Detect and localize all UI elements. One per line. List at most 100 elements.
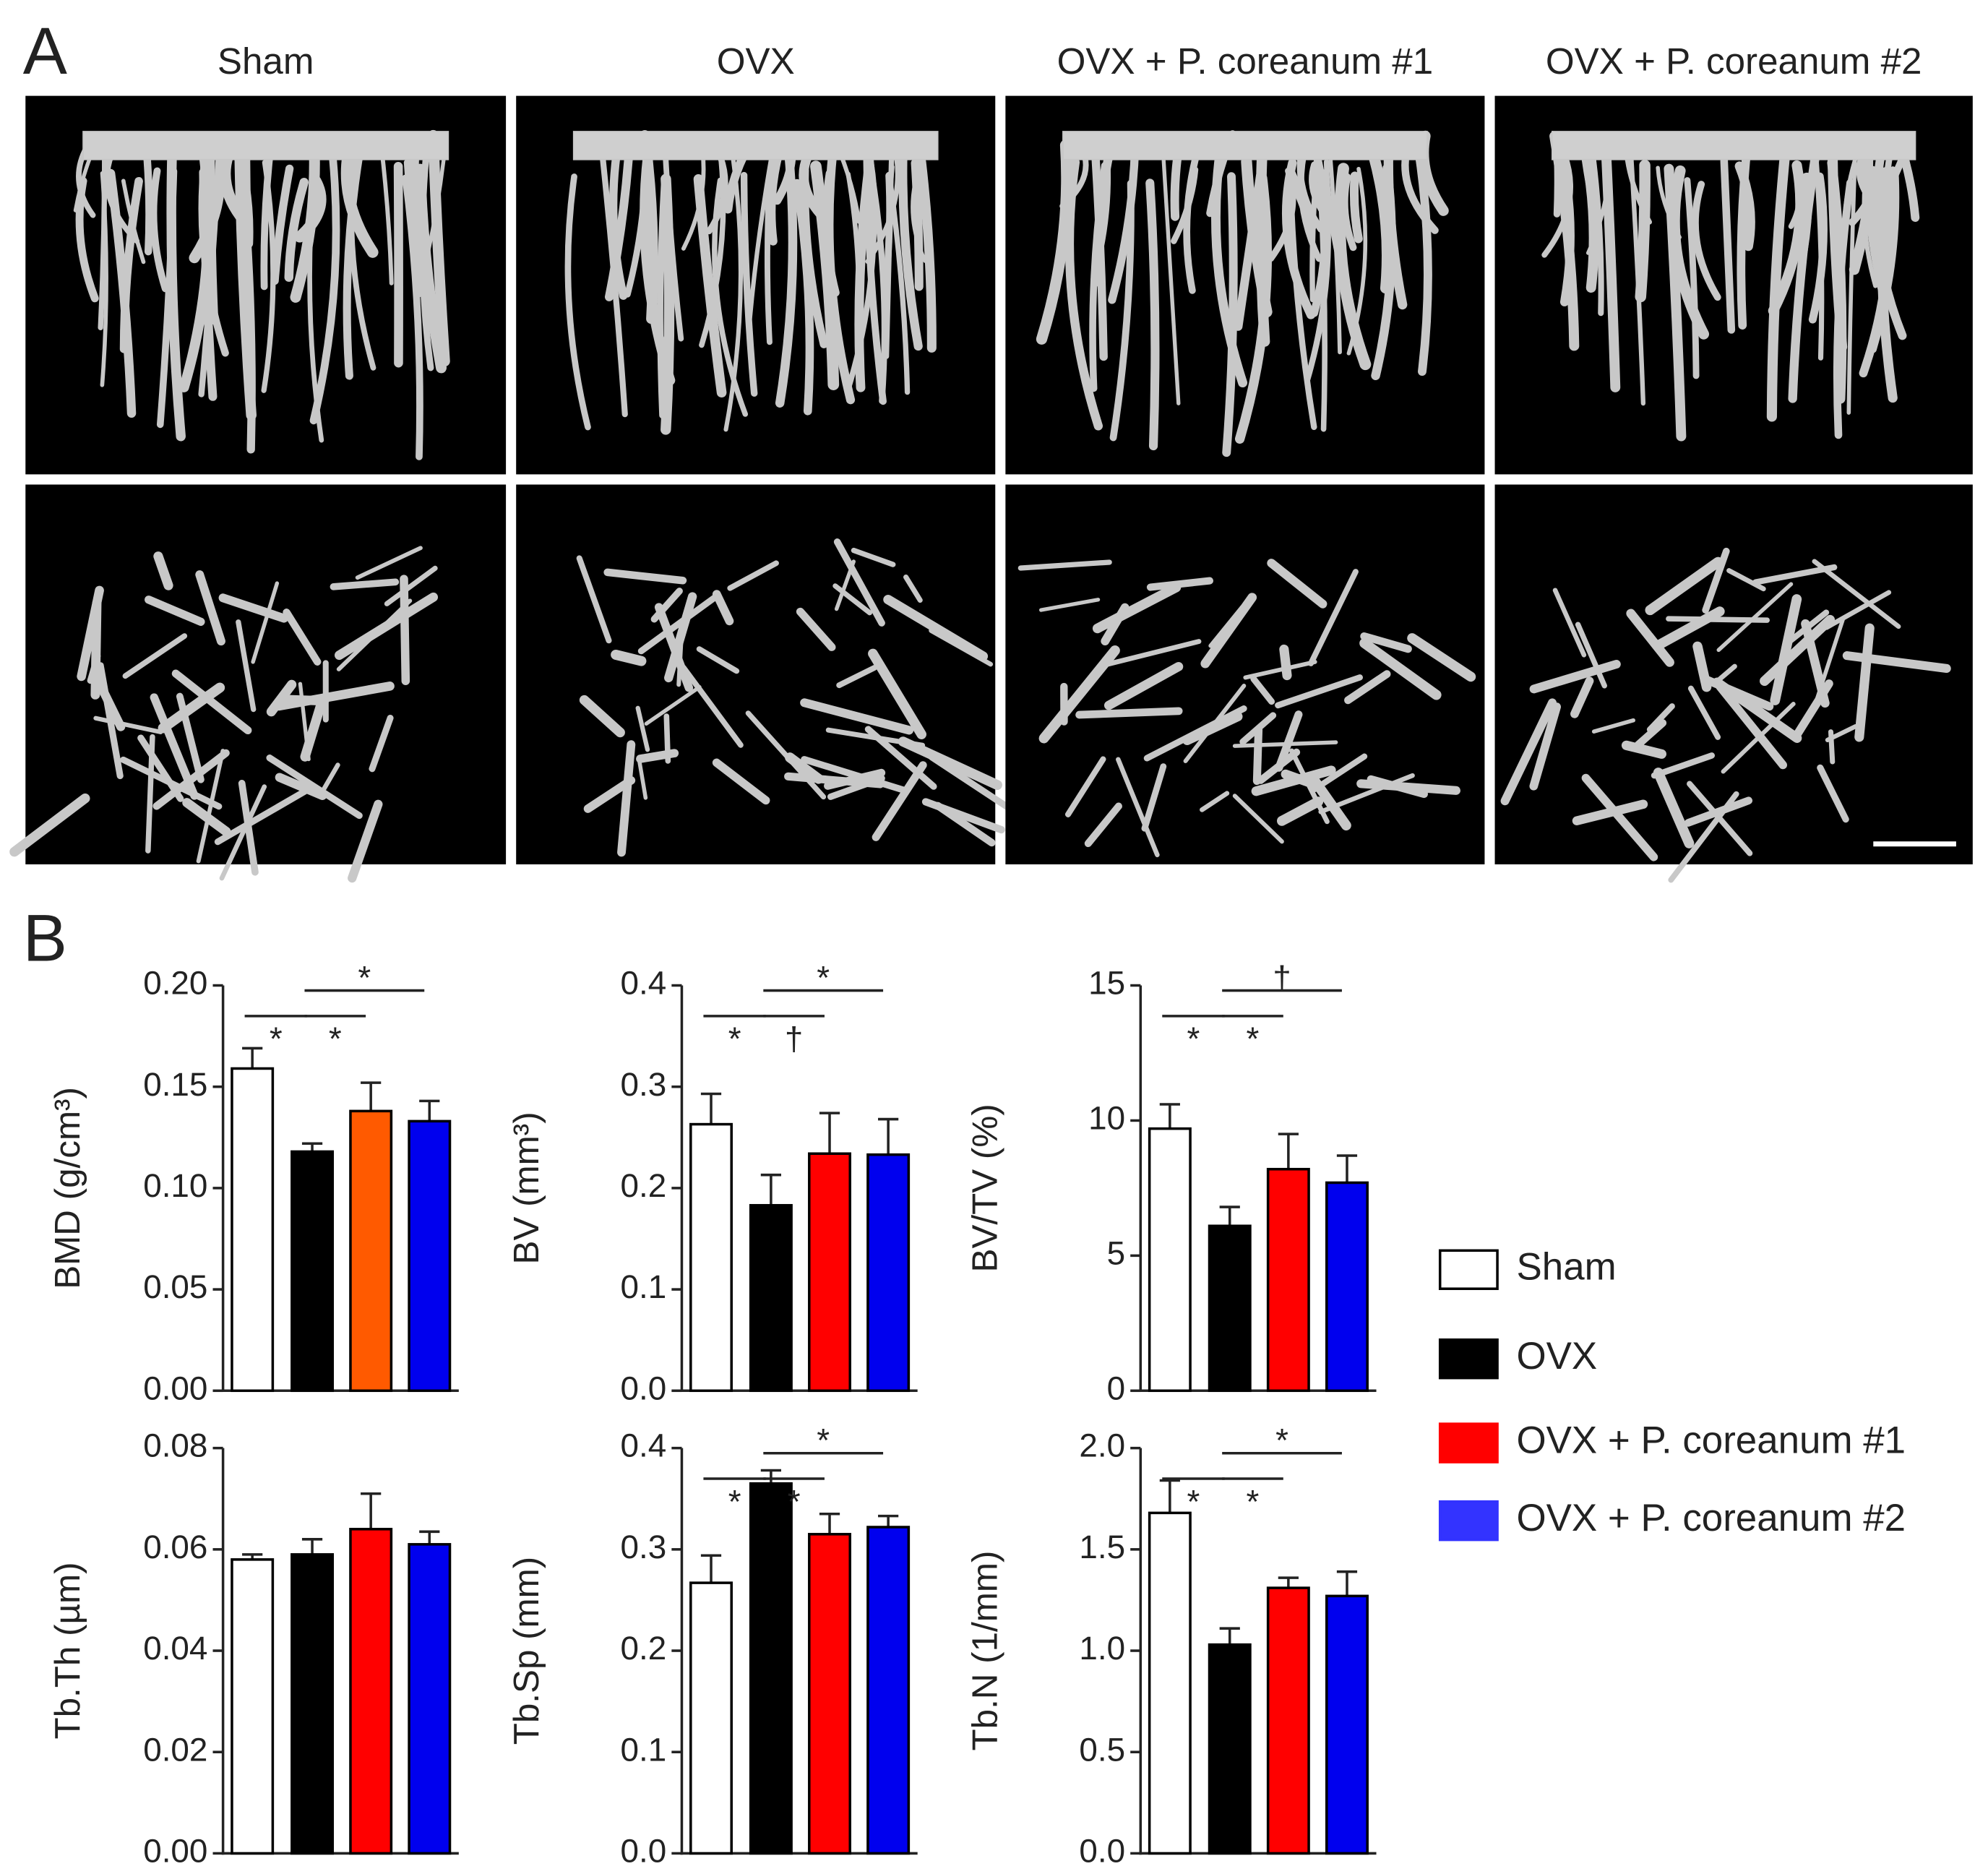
- legend-label: OVX: [1517, 1335, 1598, 1377]
- trabecula: [152, 749, 230, 810]
- trabecula: [1635, 160, 1651, 303]
- trabecula: [1849, 167, 1880, 226]
- trabecula: [834, 559, 856, 611]
- y-tick-label: 0.0: [1079, 1832, 1125, 1870]
- trabecula: [723, 156, 744, 432]
- trabecula: [1075, 707, 1183, 719]
- bone-render: [1017, 559, 1476, 858]
- legend-swatch: [1438, 1338, 1499, 1380]
- panel-label: A: [23, 14, 67, 88]
- trabecula: [219, 784, 267, 881]
- legend-swatch: [1438, 1500, 1499, 1542]
- trabecula: [1250, 675, 1275, 705]
- trabecula: [579, 695, 625, 738]
- trabecula: [270, 164, 294, 285]
- trabecula: [1116, 757, 1160, 858]
- trabecula: [851, 547, 896, 567]
- trabecula: [1652, 606, 1725, 651]
- trabecula: [1200, 593, 1257, 669]
- y-tick-label: 0.2: [621, 1629, 667, 1667]
- bar: [291, 1553, 335, 1855]
- trabecula: [1239, 712, 1277, 745]
- trabecula: [1575, 622, 1607, 689]
- y-tick-label: 0: [1107, 1369, 1126, 1406]
- trabecula: [282, 695, 330, 706]
- bone-plate: [1552, 131, 1916, 160]
- bar: [1208, 1643, 1252, 1855]
- trabecula: [1200, 791, 1230, 812]
- bone-plate: [82, 131, 449, 160]
- trabecula: [1103, 661, 1184, 710]
- trabecula: [1334, 163, 1372, 371]
- trabecula: [1161, 158, 1181, 405]
- trabecula: [1279, 644, 1292, 681]
- trabecula: [1318, 773, 1415, 814]
- trabecula: [343, 148, 364, 380]
- panel-label: B: [23, 902, 67, 976]
- trabecula: [1552, 588, 1587, 658]
- legend-label: OVX + P. coreanum #2: [1517, 1497, 1906, 1539]
- trabecula: [176, 692, 205, 783]
- y-tick-label: 0.05: [143, 1268, 207, 1305]
- trabecula: [403, 159, 423, 298]
- y-tick-label: 0.5: [1079, 1730, 1125, 1768]
- bar: [689, 1581, 733, 1855]
- trabecula: [822, 169, 840, 297]
- trabecula: [428, 129, 450, 367]
- trabecula: [1310, 776, 1351, 831]
- trabecula: [644, 684, 702, 726]
- legend-label: OVX + P. coreanum #1: [1517, 1419, 1906, 1462]
- trabecula: [1146, 577, 1214, 591]
- trabecula: [266, 755, 363, 820]
- trabecula: [872, 761, 927, 841]
- trabecula: [637, 593, 720, 655]
- trabecula: [384, 565, 438, 606]
- trabecula: [617, 740, 636, 857]
- bone-render: [73, 129, 450, 460]
- trabecula: [1257, 748, 1301, 784]
- trabecula: [93, 715, 163, 734]
- bar: [1266, 1586, 1310, 1855]
- trabecula: [1109, 179, 1135, 442]
- trabecula: [576, 555, 612, 644]
- trabecula: [793, 179, 814, 416]
- bar: [1148, 1511, 1192, 1855]
- significance-mark: *: [817, 1422, 830, 1459]
- trabecula: [681, 149, 706, 251]
- y-axis-label: Tb.Sp (mm): [507, 1557, 546, 1745]
- trabecula: [603, 568, 687, 585]
- trabecula: [330, 578, 400, 590]
- trabecula: [864, 726, 937, 790]
- trabecula: [884, 164, 895, 310]
- trabecula: [1036, 139, 1072, 345]
- trabecula: [637, 756, 648, 800]
- y-tick-label: 0.02: [143, 1730, 207, 1768]
- trabecula: [712, 758, 770, 805]
- trabecula: [1581, 773, 1658, 861]
- bone-plate: [1062, 131, 1428, 160]
- trabecula: [283, 609, 322, 666]
- trabecula: [1684, 177, 1700, 379]
- trabecula: [1423, 159, 1429, 244]
- bar: [689, 1122, 733, 1393]
- trabecula: [1182, 711, 1243, 745]
- trabecula: [1359, 638, 1442, 700]
- trabecula: [100, 171, 108, 387]
- trabecula: [800, 698, 914, 735]
- trabecula: [1267, 559, 1328, 609]
- trabecula: [1796, 172, 1813, 257]
- y-tick-label: 2.0: [1079, 1427, 1125, 1464]
- trabecula: [122, 633, 188, 679]
- trabecula: [1626, 609, 1674, 667]
- bar: [231, 1558, 275, 1855]
- column-title: OVX: [717, 40, 795, 82]
- significance-mark: *: [788, 1482, 801, 1520]
- bar: [231, 1067, 275, 1393]
- trabecula: [1183, 146, 1202, 294]
- y-tick-label: 0.06: [143, 1528, 207, 1565]
- trabecula: [1700, 674, 1774, 711]
- trabecula: [1570, 676, 1594, 718]
- trabecula: [801, 756, 908, 794]
- trabecula: [1692, 181, 1721, 301]
